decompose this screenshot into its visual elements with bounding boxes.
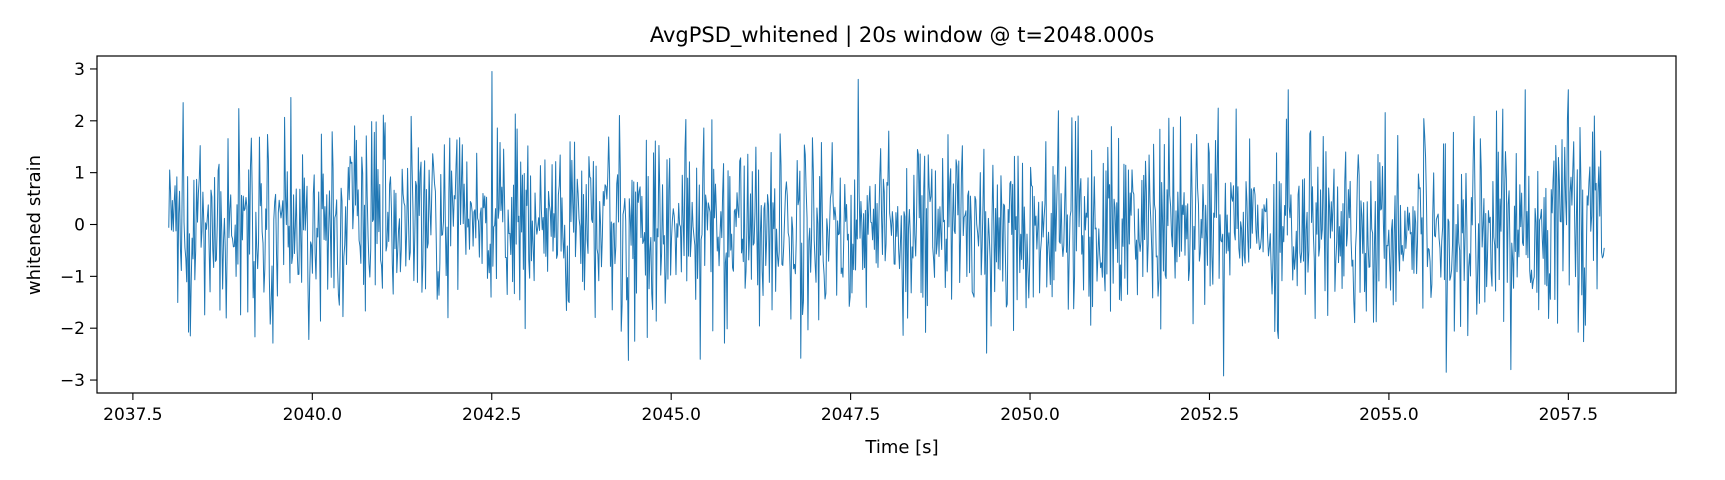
x-tick-label: 2042.5 xyxy=(462,405,521,425)
y-tick-label: 3 xyxy=(74,60,85,80)
x-tick-label: 2055.0 xyxy=(1359,405,1418,425)
x-tick-label: 2040.0 xyxy=(283,405,342,425)
x-axis: 2037.5 2040.0 2042.5 2045.0 2047.5 2050.0 2052… xyxy=(103,393,1598,425)
y-tick-label: 0 xyxy=(74,216,85,236)
y-tick-label: 1 xyxy=(74,164,85,184)
y-axis: 3 2 1 0 −1 −2 −3 xyxy=(60,60,97,391)
x-tick-label: 2050.0 xyxy=(1000,405,1059,425)
x-tick-label: 2057.5 xyxy=(1539,405,1598,425)
x-tick-label: 2037.5 xyxy=(103,405,162,425)
y-axis-label: whitened strain xyxy=(24,155,45,295)
y-tick-label: −3 xyxy=(60,371,85,391)
y-tick-label: −1 xyxy=(60,267,85,287)
chart-title: AvgPSD_whitened | 20s window @ t=2048.00… xyxy=(650,23,1154,48)
y-tick-label: 2 xyxy=(74,112,85,132)
x-tick-label: 2047.5 xyxy=(821,405,880,425)
plot-area xyxy=(168,71,1605,377)
x-axis-label: Time [s] xyxy=(864,437,938,458)
x-tick-label: 2045.0 xyxy=(641,405,700,425)
series-line xyxy=(168,71,1605,377)
y-tick-label: −2 xyxy=(60,319,85,339)
x-tick-label: 2052.5 xyxy=(1180,405,1239,425)
